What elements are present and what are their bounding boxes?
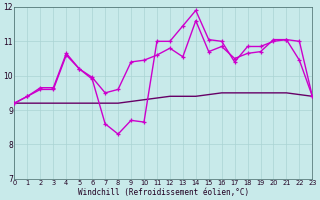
X-axis label: Windchill (Refroidissement éolien,°C): Windchill (Refroidissement éolien,°C) — [78, 188, 249, 197]
